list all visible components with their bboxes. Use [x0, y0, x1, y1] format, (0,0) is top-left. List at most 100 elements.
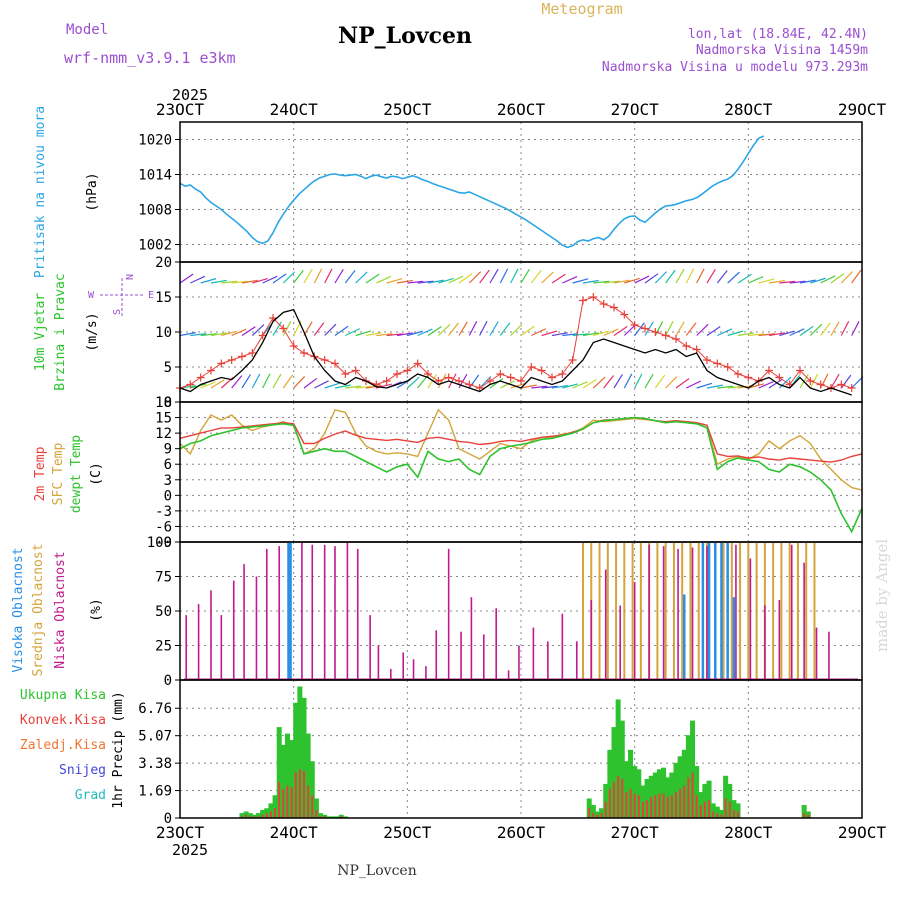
precip-frame [179, 679, 863, 819]
wind-gust-marker [341, 370, 350, 378]
cloud-low-bar [460, 631, 462, 680]
precip-total-bar [256, 813, 262, 818]
wind-gust-marker [847, 384, 856, 392]
wind-arrow [324, 268, 333, 284]
wind-arrow [365, 385, 382, 389]
wind-arrow [282, 271, 296, 284]
footer-title: NP_Lovcen [337, 863, 416, 879]
cloud-low-bar [412, 659, 415, 680]
precip-conv-bar [278, 782, 281, 818]
cloud-low-bar [590, 599, 593, 680]
precip-conv-bar [592, 813, 595, 818]
wind-arrow [376, 275, 392, 284]
wind-arrow [644, 321, 654, 336]
wind-gust-marker [558, 370, 567, 378]
wind-arrow [324, 382, 341, 389]
wind-arrow [386, 333, 403, 337]
precip-conv-bar [596, 814, 599, 818]
wind-arrow [210, 332, 227, 337]
cloud-low-bar [334, 546, 336, 680]
precip-total-bar [272, 795, 278, 818]
wind-gust-marker [837, 380, 846, 389]
wind-arrow [768, 332, 785, 337]
cloud-low-bar [547, 641, 549, 680]
wind-arrow [210, 379, 225, 389]
precip-conv-bar [245, 814, 248, 818]
cloud-low-bar [576, 641, 578, 680]
wind-gust-marker [279, 324, 288, 333]
wind-key-east: E [148, 290, 154, 301]
wind-arrow [406, 376, 420, 389]
y-tick-label: 100 [147, 535, 172, 551]
wind-arrow [510, 268, 519, 284]
wind-gust-marker [351, 366, 360, 375]
wind-arrow [634, 275, 650, 284]
cloud-low-bar [435, 630, 438, 680]
wind-arrow [851, 321, 860, 336]
precip-conv-bar [265, 813, 268, 818]
wind-arrow [593, 280, 610, 284]
cloud-low-bar [662, 546, 665, 680]
wind-gust-marker [579, 296, 587, 305]
wind-arrow [685, 322, 697, 336]
precip-total-label: Ukupna Kisa [20, 688, 106, 703]
cloud-low-bar [507, 670, 510, 680]
wind-arrow [190, 333, 207, 337]
cloud-high-bar [683, 594, 686, 680]
wind-arrow [737, 332, 754, 337]
precip-conv-bar [613, 782, 615, 818]
wind-gust-marker [775, 373, 784, 382]
precip-total-bar [801, 805, 807, 818]
precip-total-bar [644, 779, 650, 818]
cloud-low-bar [255, 576, 258, 680]
wind-arrow [851, 376, 864, 389]
precip-conv-bar [703, 801, 706, 818]
wind-arrow [365, 273, 380, 284]
wind-arrow [654, 321, 664, 336]
wind-arrow [644, 273, 659, 284]
precip-ylabel: 1hr Precip (mm) [111, 691, 126, 808]
precip-total-bar [586, 798, 592, 818]
cloud-high-bar [714, 542, 717, 680]
bottom-date-label: 26OCT [497, 823, 546, 842]
precip-total-bar [284, 733, 290, 818]
wind-gust-marker [734, 370, 742, 378]
wind-arrow [665, 321, 674, 336]
wind-gust-marker [682, 342, 691, 350]
precip-total-bar [276, 727, 282, 818]
wind-arrow [365, 332, 382, 337]
cloud-low-bar [369, 615, 371, 680]
precip-total-bar [673, 762, 679, 818]
wind-arrow [551, 273, 566, 284]
cloud-mid-bar [813, 542, 816, 680]
wind-arrow [562, 333, 579, 337]
year-label-bottom: 2025 [172, 841, 208, 859]
cloud-mid-bar [730, 542, 733, 680]
precip-conv-bar [604, 801, 607, 818]
wind-arrow [293, 269, 304, 284]
precip-hail-label: Grad [75, 788, 106, 803]
cloud-low-bar [425, 666, 427, 680]
wind-arrow [345, 328, 361, 337]
y-tick-label: 0 [164, 673, 172, 689]
precip-total-bar [714, 806, 720, 818]
wind-arrow [613, 374, 623, 389]
precip-conv-bar [303, 770, 305, 818]
wind-arrow [386, 278, 403, 284]
precip-conv-bar [633, 793, 636, 818]
wind-gust-marker [289, 342, 298, 350]
precip-snow-label: Snijeg [59, 763, 106, 778]
cloud-low-bar [735, 544, 737, 680]
cloud-low-bar [691, 547, 694, 680]
temperature-ylabel: (C) [89, 462, 104, 485]
wind-gust-marker [465, 380, 474, 389]
wind-arrow [468, 271, 482, 284]
wind-speed-line [179, 308, 852, 396]
wind-key-north: N [123, 274, 134, 280]
cloud-low-bar [210, 590, 212, 680]
wind-arrow [799, 325, 814, 336]
wind-gust-marker [537, 366, 546, 375]
wind-arrow [603, 375, 615, 389]
wind-arrow [624, 277, 640, 284]
